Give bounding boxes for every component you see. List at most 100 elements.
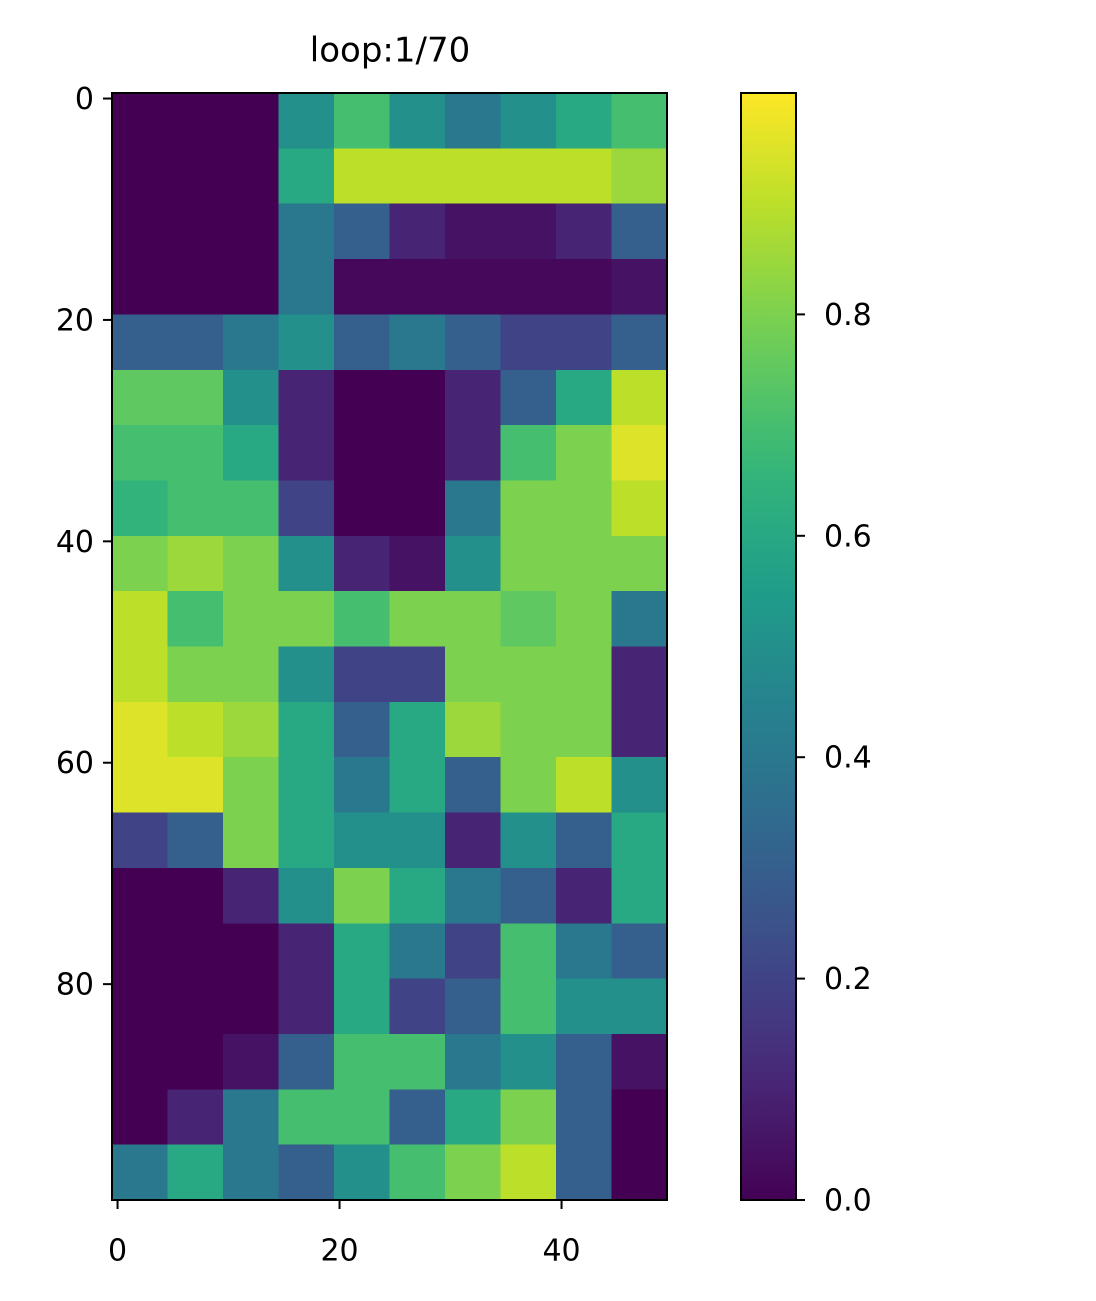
colorbar-tick-label: 0.4: [824, 741, 872, 776]
heatmap-cell: [611, 535, 668, 592]
heatmap-cell: [389, 314, 446, 371]
heatmap-cell: [389, 1089, 446, 1146]
heatmap-cell: [445, 369, 501, 426]
heatmap-cell: [500, 314, 557, 371]
heatmap-cell: [389, 1144, 446, 1201]
heatmap-cell: [278, 148, 335, 205]
colorbar-tick-label: 0.8: [824, 298, 872, 333]
heatmap-cell: [223, 425, 279, 481]
heatmap-cell: [500, 978, 557, 1035]
heatmap-cell: [167, 1089, 224, 1146]
heatmap-cell: [556, 93, 612, 149]
heatmap-cell: [500, 148, 557, 205]
y-tick-label: 20: [56, 303, 94, 338]
heatmap-cell: [500, 1144, 557, 1201]
heatmap-cell: [445, 1089, 501, 1146]
heatmap-cell: [278, 480, 335, 537]
x-tick-label: 0: [108, 1234, 127, 1269]
heatmap-cell: [223, 757, 279, 814]
heatmap-cell: [278, 93, 335, 149]
heatmap-cell: [500, 203, 557, 260]
y-tick-label: 80: [56, 968, 94, 1003]
heatmap-cell: [500, 369, 557, 426]
heatmap-cell: [334, 812, 390, 869]
heatmap-cell: [445, 646, 501, 703]
x-tick-label: 20: [320, 1234, 358, 1269]
heatmap-cell: [611, 203, 668, 260]
heatmap-cell: [611, 701, 668, 758]
heatmap-cell: [445, 535, 501, 592]
heatmap-cell: [445, 1033, 501, 1090]
heatmap-cell: [556, 1089, 612, 1146]
heatmap-cell: [556, 923, 612, 980]
heatmap-cell: [556, 148, 612, 205]
heatmap-cell: [445, 757, 501, 814]
heatmap-cell: [611, 646, 668, 703]
heatmap-cell: [556, 1033, 612, 1090]
heatmap-cell: [334, 591, 390, 647]
heatmap-cell: [167, 425, 224, 481]
heatmap-cell: [611, 1089, 668, 1146]
heatmap-cell: [167, 148, 224, 205]
heatmap-cell: [278, 812, 335, 869]
heatmap-cell: [278, 1033, 335, 1090]
heatmap-cell: [278, 591, 335, 647]
heatmap-cell: [223, 701, 279, 758]
heatmap-cell: [112, 369, 168, 426]
heatmap-cell: [445, 148, 501, 205]
heatmap-cell: [112, 425, 168, 481]
heatmap-cell: [278, 425, 335, 481]
heatmap-cell: [167, 1033, 224, 1090]
heatmap-cell: [556, 978, 612, 1035]
heatmap-cell: [223, 148, 279, 205]
heatmap-cell: [334, 535, 390, 592]
heatmap-cell: [278, 701, 335, 758]
heatmap-cell: [389, 148, 446, 205]
y-tick-label: 60: [56, 746, 94, 781]
heatmap-cell: [500, 591, 557, 647]
heatmap-cell: [445, 923, 501, 980]
heatmap-cell: [556, 591, 612, 647]
heatmap-cell: [112, 93, 168, 149]
heatmap-cell: [611, 812, 668, 869]
heatmap-cell: [445, 701, 501, 758]
heatmap-cell: [167, 314, 224, 371]
heatmap-cell: [223, 369, 279, 426]
heatmap-cell: [334, 646, 390, 703]
heatmap-cell: [167, 591, 224, 647]
heatmap-cell: [611, 1144, 668, 1201]
y-tick-label: 40: [56, 525, 94, 560]
heatmap-cell: [223, 535, 279, 592]
heatmap-cell: [445, 812, 501, 869]
heatmap-cell: [223, 480, 279, 537]
heatmap-cell: [500, 701, 557, 758]
heatmap-cell: [223, 259, 279, 315]
heatmap-cell: [223, 923, 279, 980]
heatmap-cell: [556, 701, 612, 758]
heatmap-cell: [445, 425, 501, 481]
heatmap-cell: [556, 812, 612, 869]
heatmap-cell: [556, 259, 612, 315]
colorbar: [740, 92, 797, 1201]
heatmap-cell: [389, 923, 446, 980]
heatmap-cell: [500, 1033, 557, 1090]
heatmap-cell: [278, 314, 335, 371]
heatmap-cell: [500, 1089, 557, 1146]
axes-frame: [111, 92, 668, 1201]
heatmap-cell: [445, 867, 501, 924]
heatmap-cell: [389, 425, 446, 481]
heatmap-cell: [223, 812, 279, 869]
heatmap-cell: [223, 591, 279, 647]
heatmap-cell: [334, 1089, 390, 1146]
heatmap-cell: [389, 757, 446, 814]
heatmap-cell: [556, 203, 612, 260]
heatmap-cell: [500, 646, 557, 703]
heatmap-cell: [167, 757, 224, 814]
heatmap-cell: [611, 923, 668, 980]
colorbar-tick-label: 0.2: [824, 962, 872, 997]
heatmap-cell: [556, 314, 612, 371]
heatmap-cell: [278, 978, 335, 1035]
heatmap-cell: [278, 1144, 335, 1201]
heatmap-cell: [445, 259, 501, 315]
